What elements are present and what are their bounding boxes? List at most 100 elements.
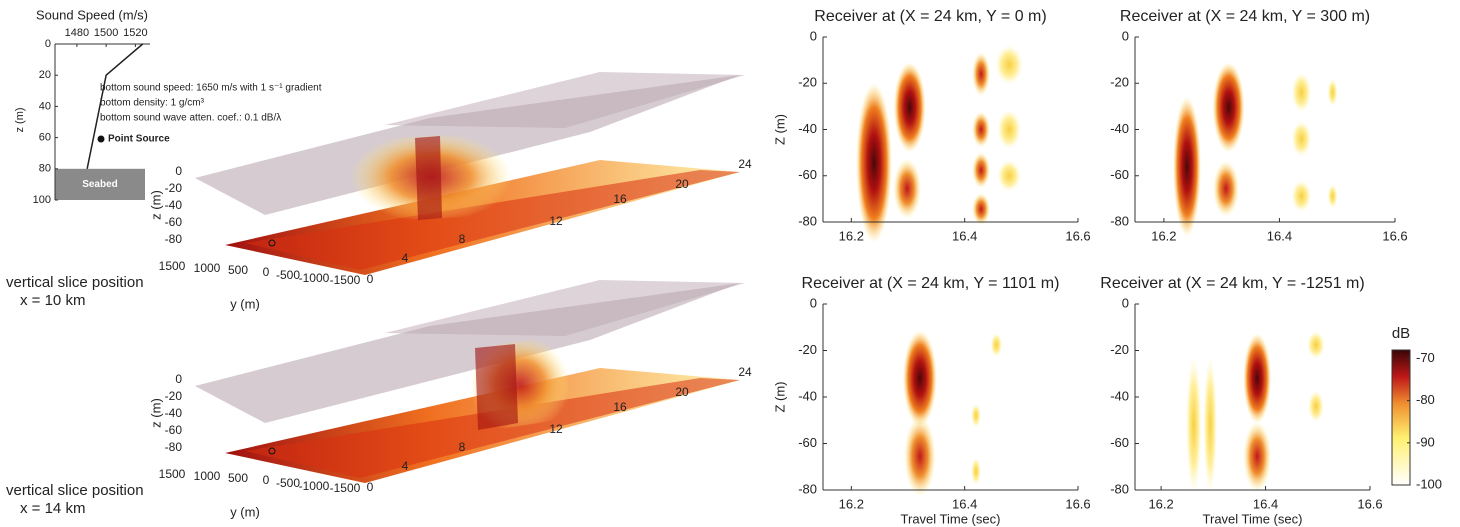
field-blob: [995, 44, 1024, 85]
y-tick-label: -1500: [330, 273, 361, 287]
x-tick-label: 1500: [94, 27, 118, 39]
field-blob: [1306, 330, 1325, 359]
y-tick-label: 60: [39, 132, 51, 144]
x-tick-label: 16.6: [1065, 496, 1090, 511]
y-tick-label: -40: [1110, 121, 1129, 136]
colorbar-tick-label: -100: [1416, 476, 1442, 491]
z-axis-label: z (m): [148, 398, 163, 428]
x-tick-label: 4: [402, 251, 409, 265]
field-blob: [1173, 96, 1201, 237]
x-tick-label: 16.4: [952, 228, 977, 243]
x-tick-label: 16: [613, 400, 627, 414]
annotation: bottom sound wave atten. coef.: 0.1 dB/λ: [100, 113, 281, 124]
y-tick-label: -500: [276, 268, 300, 282]
field-blob: [1327, 78, 1338, 107]
y-tick-label: -80: [1110, 213, 1129, 228]
z-tick-label: -60: [165, 423, 183, 437]
z-tick-label: -60: [165, 215, 183, 229]
y-tick-label: 0: [1122, 295, 1129, 310]
caption: vertical slice position: [6, 482, 144, 499]
z-tick-label: -40: [165, 198, 183, 212]
y-tick-label: 0: [1122, 28, 1129, 43]
field-blob: [1291, 120, 1312, 157]
field-blob: [1185, 354, 1202, 495]
y-tick-label: 100: [33, 194, 51, 206]
y-tick-label: 1500: [159, 259, 186, 273]
y-tick-label: -20: [798, 342, 817, 357]
seabed-label: Seabed: [82, 179, 118, 190]
y-tick-label: 500: [228, 471, 248, 485]
colorbar-tick-label: -90: [1416, 434, 1435, 449]
x-tick-label: 16: [613, 192, 627, 206]
z-tick-label: -80: [165, 440, 183, 454]
z-tick-label: -20: [165, 181, 183, 195]
field-blob: [893, 62, 926, 153]
field-blob: [1203, 354, 1218, 495]
slice-position: x = 10 km: [20, 292, 85, 309]
speed-profile: [86, 43, 144, 169]
x-tick-label: 16.4: [952, 496, 977, 511]
x-tick-label: 24: [738, 157, 752, 171]
x-tick-label: 16.2: [839, 228, 864, 243]
x-tick-label: 4: [402, 459, 409, 473]
x-tick-label: 0: [367, 272, 374, 286]
y-axis-label: y (m): [230, 504, 260, 519]
source-marker: [97, 135, 105, 143]
field-blob: [971, 403, 981, 428]
y-tick-label: 0: [263, 265, 270, 279]
field-blob: [1327, 184, 1338, 209]
x-tick-label: 20: [675, 177, 689, 191]
y-tick-label: -80: [798, 481, 817, 496]
y-tick-label: 1500: [159, 467, 186, 481]
field-blob: [972, 111, 991, 148]
y-tick-label: -1000: [299, 479, 330, 493]
colorbar-tick-label: -80: [1416, 392, 1435, 407]
far-plane: [385, 72, 745, 128]
field-blob: [971, 457, 981, 486]
field-blob: [902, 330, 937, 427]
z-tick-label: -40: [165, 406, 183, 420]
y-tick-label: -60: [798, 435, 817, 450]
y-tick-label: -20: [1110, 342, 1129, 357]
y-axis-label: y (m): [230, 296, 260, 311]
field-blob: [1291, 180, 1312, 213]
y-tick-label: -40: [1110, 388, 1129, 403]
slice-panel: 0 -20 -40 -60 -80z (m) 1500 1000 500 0 -500-1000-…: [6, 280, 752, 519]
y-axis-label: z (m): [14, 107, 26, 132]
x-tick-label: 16.6: [1382, 228, 1407, 243]
y-tick-label: 0: [263, 473, 270, 487]
y-tick-label: 500: [228, 263, 248, 277]
x-tick-label: 0: [367, 480, 374, 494]
x-axis-label: Travel Time (sec): [901, 511, 1001, 526]
annotation: bottom density: 1 g/cm³: [100, 98, 205, 109]
x-tick-label: 16.2: [1151, 228, 1176, 243]
colorbar: [1391, 349, 1411, 486]
y-tick-label: 0: [45, 38, 51, 50]
field-blob: [990, 332, 1003, 357]
y-tick-label: 0: [810, 28, 817, 43]
x-tick-label: 1480: [65, 27, 89, 39]
field-blob: [1243, 421, 1272, 492]
z-tick-label: 0: [175, 164, 182, 178]
x-tick-label: 1520: [123, 27, 147, 39]
y-tick-label: -60: [798, 167, 817, 182]
y-tick-label: 20: [39, 69, 51, 81]
y-tick-label: -1000: [299, 271, 330, 285]
x-tick-label: 16.6: [1065, 228, 1090, 243]
x-tick-label: 16.4: [1267, 228, 1292, 243]
field-blob: [997, 159, 1022, 192]
y-tick-label: -40: [798, 388, 817, 403]
x-tick-label: 12: [549, 422, 563, 436]
y-tick-label: -60: [1110, 167, 1129, 182]
y-tick-label: 1000: [194, 469, 221, 483]
slice-core: [415, 136, 442, 220]
panel-title: Receiver at (X = 24 km, Y = 1101 m): [802, 275, 1060, 292]
x-tick-label: 16.4: [1253, 496, 1278, 511]
x-tick-label: 12: [549, 214, 563, 228]
seabed: [55, 168, 145, 200]
z-tick-label: -80: [165, 232, 183, 246]
x-axis-label: Travel Time (sec): [1203, 511, 1303, 526]
y-tick-label: -40: [798, 121, 817, 136]
field-blob: [1212, 62, 1245, 153]
